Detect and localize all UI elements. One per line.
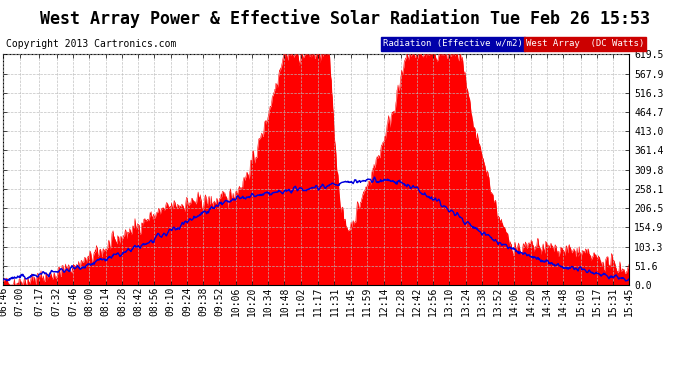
Text: Radiation (Effective w/m2): Radiation (Effective w/m2) (383, 39, 523, 48)
Text: West Array  (DC Watts): West Array (DC Watts) (526, 39, 644, 48)
Text: West Array Power & Effective Solar Radiation Tue Feb 26 15:53: West Array Power & Effective Solar Radia… (40, 9, 650, 28)
Text: Copyright 2013 Cartronics.com: Copyright 2013 Cartronics.com (6, 39, 176, 50)
